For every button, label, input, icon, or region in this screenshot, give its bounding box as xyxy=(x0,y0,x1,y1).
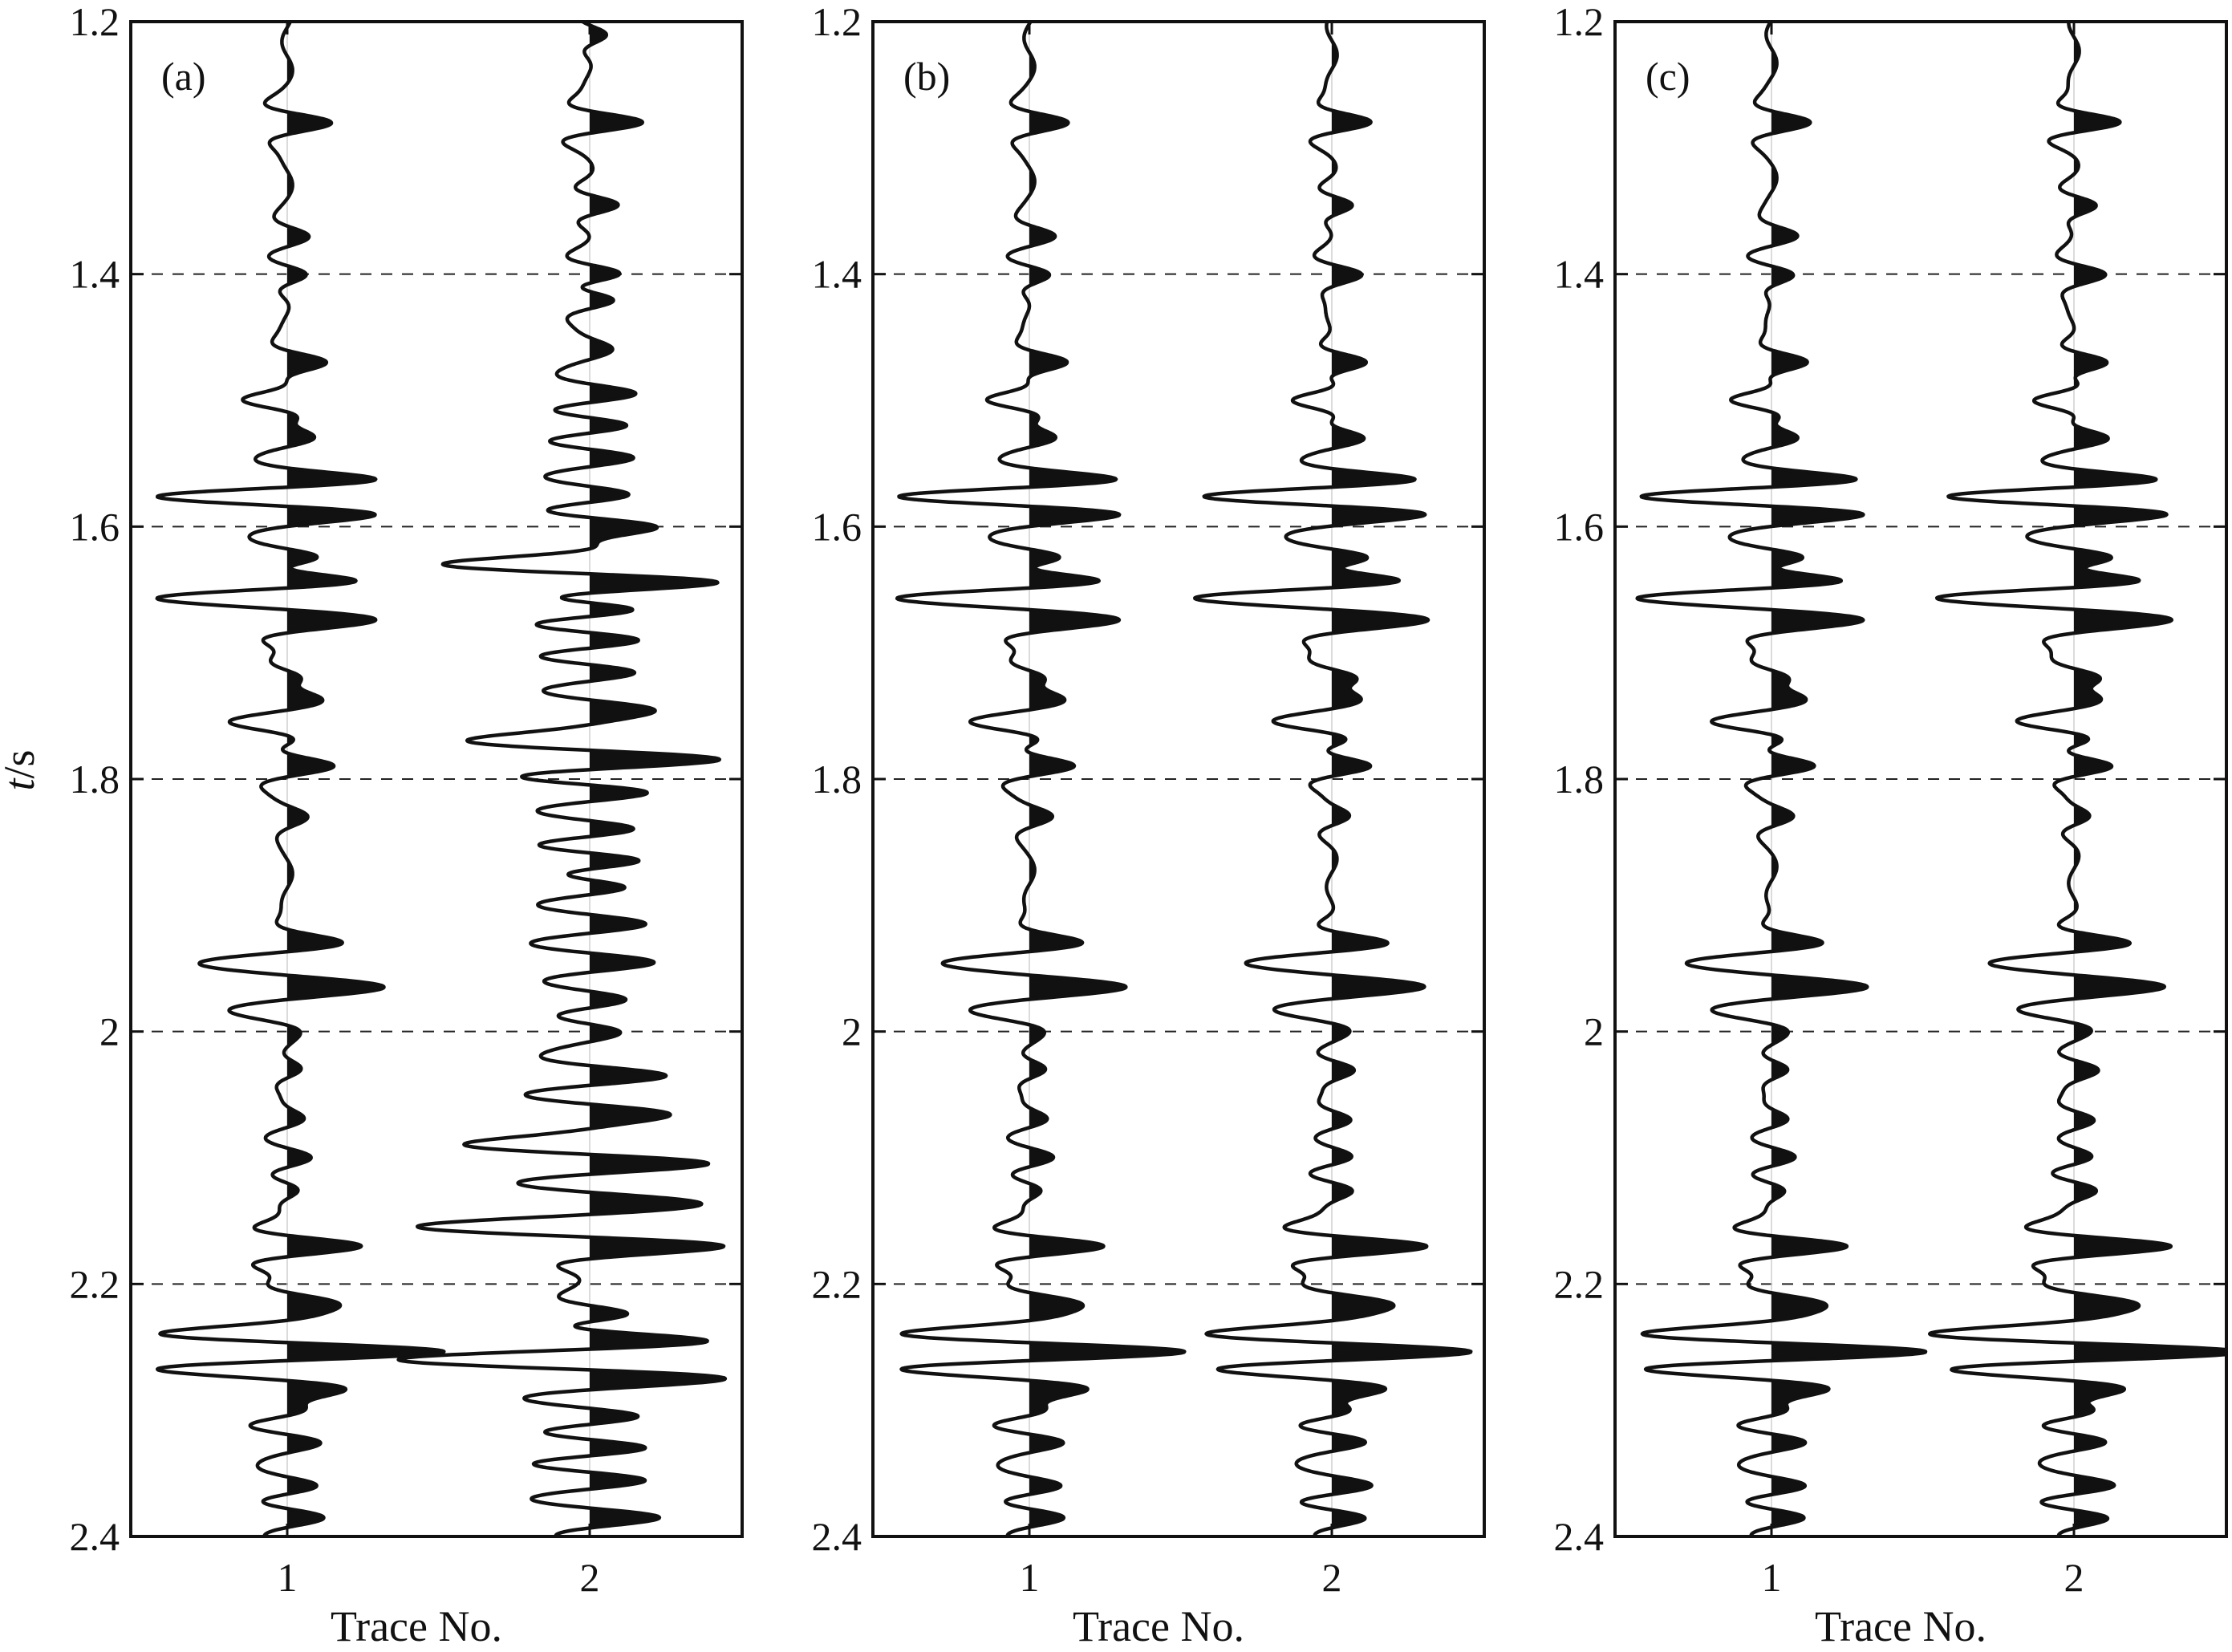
traces-group xyxy=(1635,22,2226,1536)
y-axis-label: t/s xyxy=(0,749,43,790)
y-tick-label: 1.8 xyxy=(812,757,862,802)
y-tick-label: 1.2 xyxy=(812,0,862,44)
y-tick-label: 2.2 xyxy=(1554,1261,1605,1306)
y-tick-label: 2 xyxy=(99,1009,120,1054)
y-tick-label: 1.4 xyxy=(812,252,862,297)
trace-1-wiggle xyxy=(155,22,446,1536)
trace-2-fill xyxy=(590,25,725,1528)
trace-1-fill xyxy=(1029,22,1185,1528)
y-tick-label: 1.6 xyxy=(812,504,862,549)
traces-group xyxy=(895,22,1473,1536)
trace-2-wiggle xyxy=(1193,22,1473,1536)
y-tick-label: 1.2 xyxy=(70,0,120,44)
trace-2-fill xyxy=(2074,37,2226,1529)
y-tick-label: 2.4 xyxy=(812,1514,862,1559)
panel-tag: (b) xyxy=(903,54,950,99)
trace-2-wiggle xyxy=(1927,22,2226,1536)
x-tick-label: 1 xyxy=(278,1555,298,1600)
x-tick-label: 2 xyxy=(580,1555,600,1600)
trace-2-wiggle xyxy=(396,22,728,1536)
panel-b: 1.2 1.4 1.6 1.8 2 2.2 2.4 1 2 Trace No. (b) xyxy=(812,0,1486,1650)
x-axis-label: Trace No. xyxy=(1073,1602,1244,1650)
panel-a: 1.2 1.4 1.6 1.8 2 2.2 2.4 1 2 Trace No. (a) xyxy=(70,0,744,1650)
x-axis-label: Trace No. xyxy=(1815,1602,1986,1650)
trace-1-fill xyxy=(1771,48,1926,1528)
y-tick-label: 1.6 xyxy=(70,504,120,549)
trace-1-wiggle xyxy=(895,22,1187,1536)
x-axis-label: Trace No. xyxy=(331,1602,502,1650)
y-tick-label: 1.4 xyxy=(1554,252,1605,297)
y-tick-label: 2.4 xyxy=(1554,1514,1605,1559)
y-tick-label: 2 xyxy=(1584,1009,1604,1054)
trace-1-wiggle xyxy=(1635,22,1928,1536)
x-tick-label: 2 xyxy=(2064,1555,2084,1600)
trace-2-fill xyxy=(1332,40,1471,1528)
panel-tag: (c) xyxy=(1646,54,1690,99)
y-tick-label: 2 xyxy=(842,1009,862,1054)
y-tick-label: 2.4 xyxy=(70,1514,120,1559)
x-tick-label: 2 xyxy=(1322,1555,1342,1600)
y-tick-label: 1.6 xyxy=(1554,504,1605,549)
y-tick-label: 1.2 xyxy=(1554,0,1605,44)
y-tick-label: 1.4 xyxy=(70,252,120,297)
panel-c: 1.2 1.4 1.6 1.8 2 2.2 2.4 1 2 Trace No. (c) xyxy=(1554,0,2228,1650)
x-tick-label: 1 xyxy=(1020,1555,1040,1600)
y-axis-label-italic: t xyxy=(0,777,43,791)
y-tick-label: 1.8 xyxy=(70,757,120,802)
y-tick-label: 2.2 xyxy=(812,1261,862,1306)
y-tick-label: 2.2 xyxy=(70,1261,120,1306)
y-axis-label-unit: /s xyxy=(0,749,43,778)
traces-group xyxy=(155,22,728,1536)
y-tick-label: 1.8 xyxy=(1554,757,1605,802)
panel-tag: (a) xyxy=(161,54,206,99)
x-tick-label: 1 xyxy=(1762,1555,1782,1600)
